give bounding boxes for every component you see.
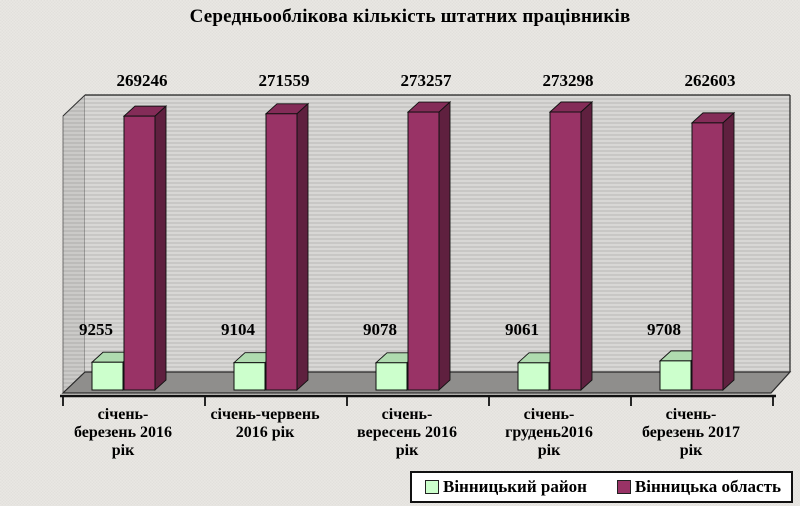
left-wall: [62, 94, 86, 394]
bar-front-face: [407, 111, 440, 391]
category-label-line: березень 2016: [73, 424, 173, 441]
value-label-district-3: 9061: [505, 320, 539, 339]
bar-front-face: [233, 362, 266, 391]
wall-corner-edge: [62, 94, 86, 117]
category-label-line: січень-: [523, 406, 575, 423]
value-label-region-1: 271559: [258, 71, 310, 90]
legend-swatch-region: [616, 480, 631, 494]
bar-side-face: [438, 101, 451, 392]
bar-side-face: [296, 102, 309, 392]
bar-front-face: [375, 362, 408, 391]
legend-label-region: Вінницька область: [634, 477, 781, 496]
bars-group: [90, 100, 736, 392]
category-label-line: рік: [537, 442, 561, 459]
value-label-district-2: 9078: [363, 320, 397, 339]
value-label-district-4: 9708: [647, 320, 681, 339]
category-label-2: січень-вересень 2016 рік: [336, 406, 478, 460]
category-label-line: січень-червень: [210, 406, 320, 423]
category-label-line: січень-: [97, 406, 149, 423]
category-label-3: січень-грудень2016 рік: [478, 406, 620, 460]
category-label-line: січень-: [381, 406, 433, 423]
category-label-0: січень-березень 2016 рік: [52, 406, 194, 460]
legend-label-district: Вінницький район: [443, 477, 587, 496]
category-label-line: березень 2017: [641, 424, 741, 441]
bar-region-1: [264, 102, 310, 392]
bar-region-2: [406, 101, 452, 392]
bar-front-face: [91, 361, 124, 391]
legend-item-region: Вінницька область: [616, 477, 781, 497]
value-label-region-4: 262603: [684, 71, 736, 90]
bar-region-0: [122, 105, 168, 392]
category-label-line: 2016 рік: [235, 424, 295, 441]
bar-front-face: [691, 122, 724, 391]
value-label-district-0: 9255: [79, 320, 113, 339]
bar-front-face: [517, 362, 550, 391]
bar-front-face: [265, 113, 298, 391]
bar-front-face: [123, 115, 156, 391]
legend-swatch-district: [425, 480, 439, 494]
value-label-region-3: 273298: [542, 71, 594, 90]
category-label-line: рік: [111, 442, 135, 459]
category-label-1: січень-червень 2016 рік: [194, 406, 336, 442]
category-label-line: рік: [395, 442, 419, 459]
bar-region-3: [548, 100, 594, 392]
chart-title: Середньооблікова кількість штатних праці…: [189, 6, 631, 27]
bar-side-face: [154, 105, 167, 392]
value-label-district-1: 9104: [221, 320, 255, 339]
legend-item-district: Вінницький район: [425, 477, 587, 497]
category-label-line: січень-: [665, 406, 717, 423]
category-label-4: січень-березень 2017 рік: [620, 406, 762, 460]
bar-side-face: [580, 100, 593, 392]
bar-region-4: [690, 111, 736, 392]
category-label-line: грудень2016: [505, 424, 593, 441]
category-label-line: вересень 2016: [356, 424, 457, 441]
bar-front-face: [549, 111, 582, 391]
value-label-region-0: 269246: [116, 71, 168, 90]
bar-side-face: [722, 111, 735, 392]
value-label-region-2: 273257: [400, 71, 452, 90]
x-axis-ticks: [62, 396, 774, 406]
legend: Вінницький район Вінницька область: [410, 471, 793, 503]
category-label-line: рік: [679, 442, 703, 459]
bar-front-face: [659, 360, 692, 391]
